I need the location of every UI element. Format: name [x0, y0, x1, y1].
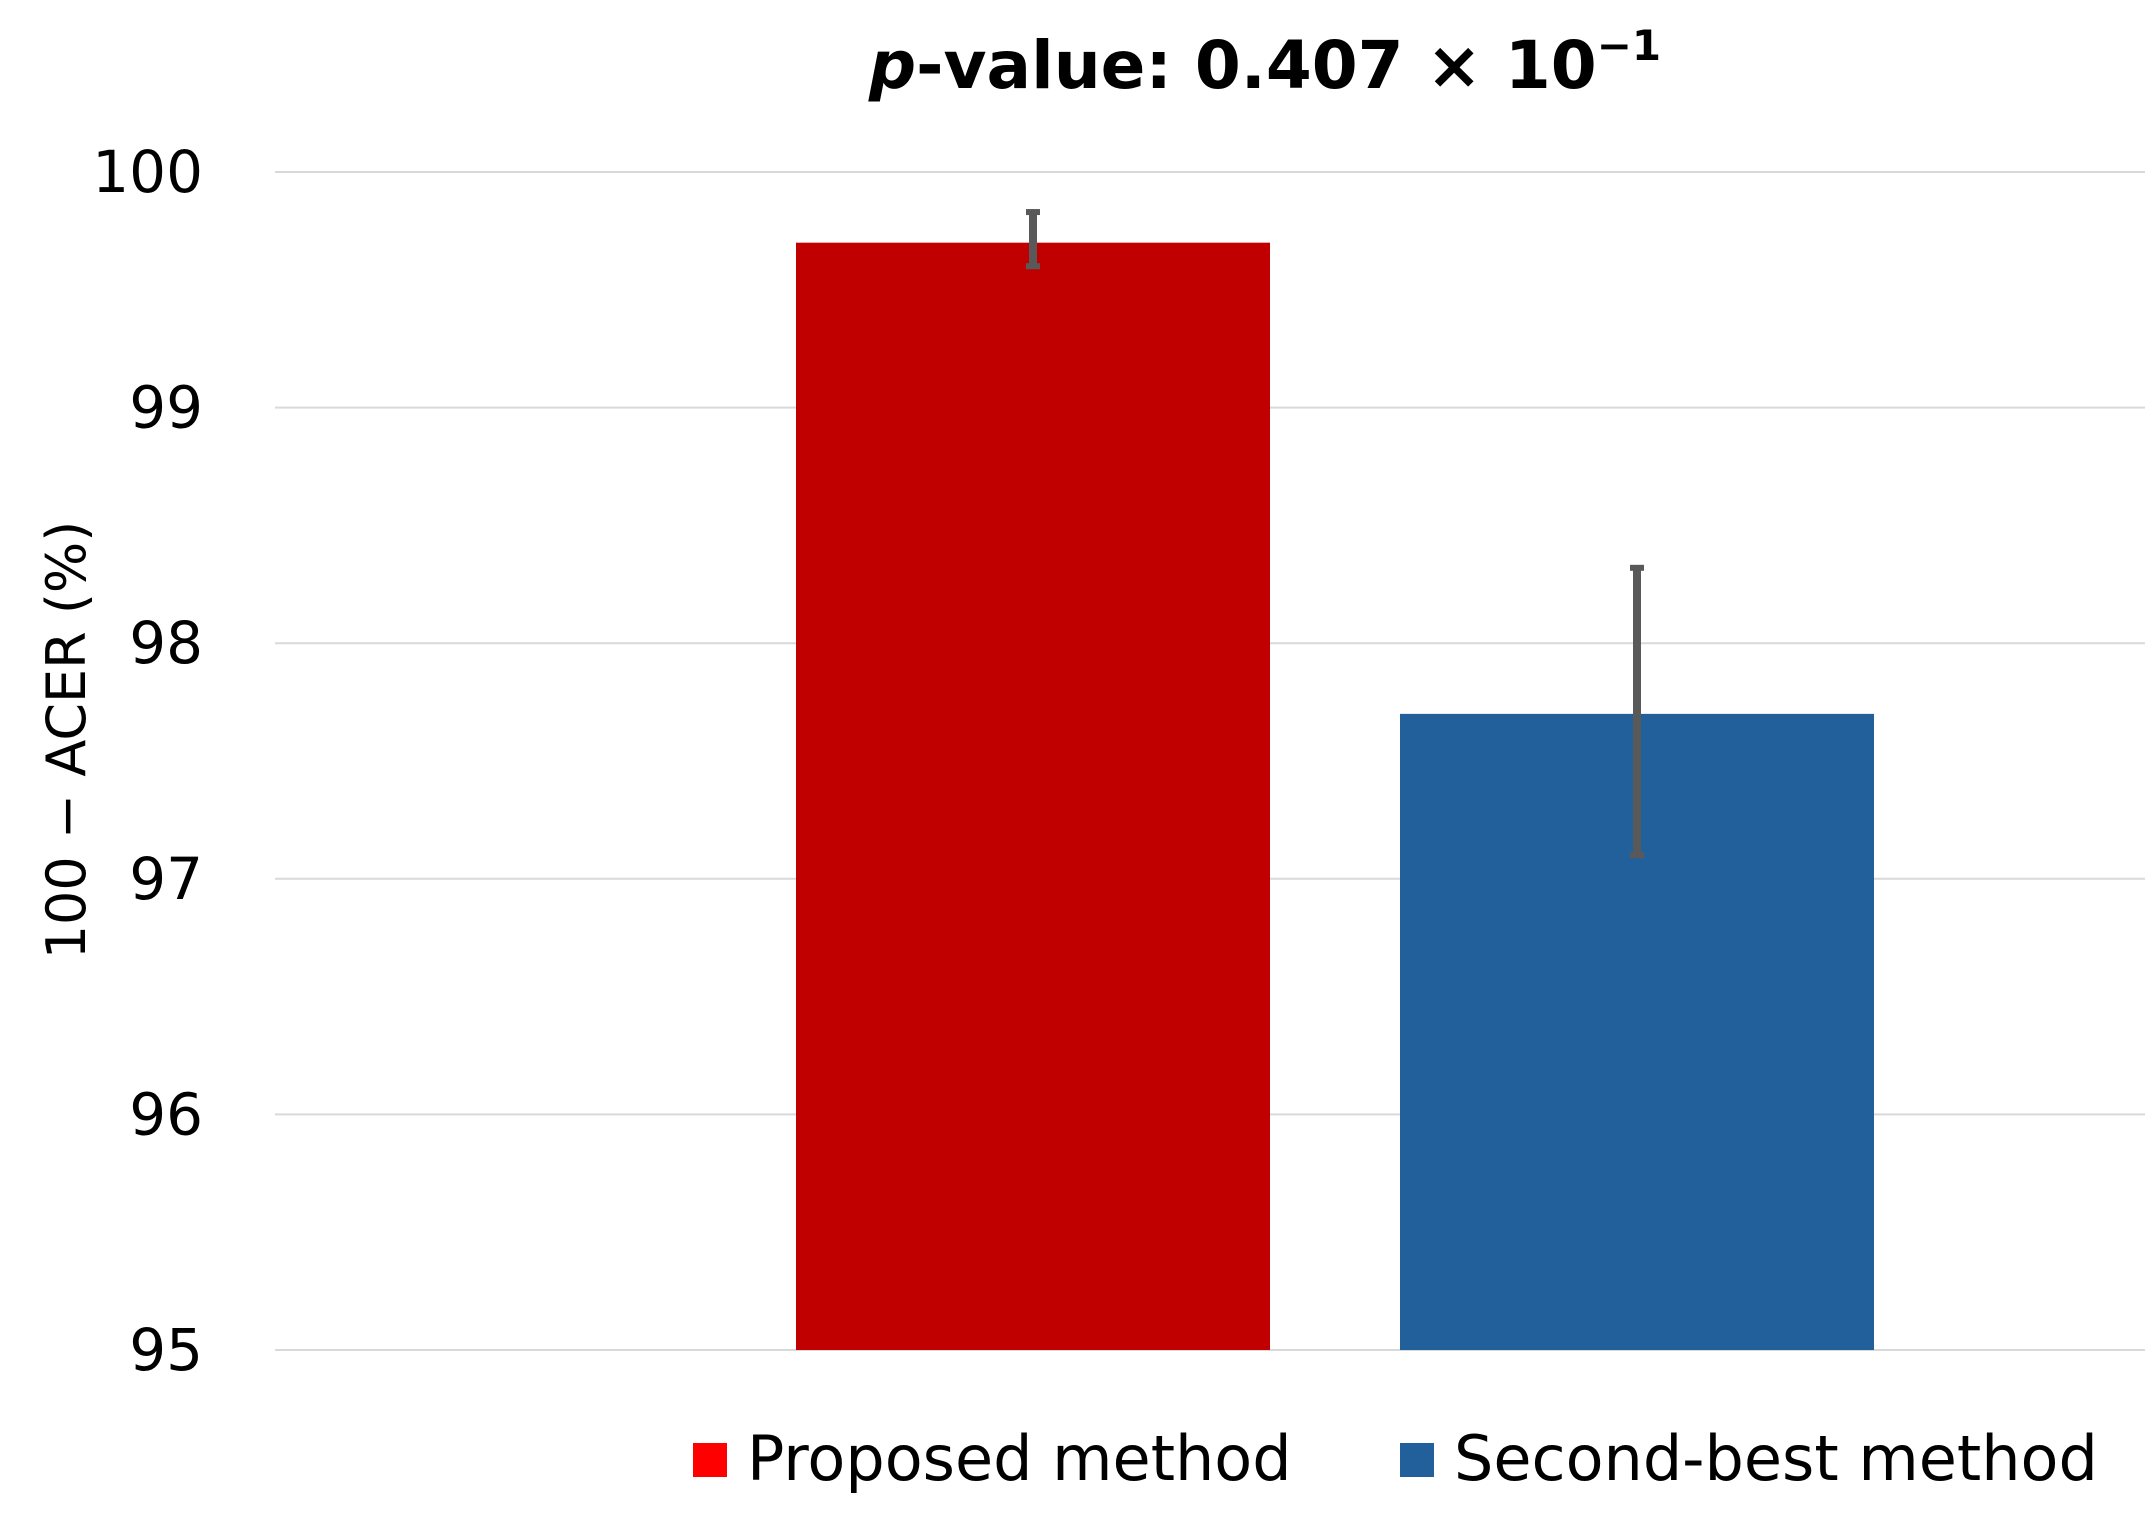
- title-text: -value: 0.407 × 10: [916, 27, 1597, 104]
- chart-title: p-value: 0.407 × 10−1: [868, 21, 1661, 104]
- bar-proposed-method: [796, 242, 1270, 1351]
- y-axis-ticks: 95 96 97 98 99 100: [92, 138, 203, 1384]
- legend-swatch: [1400, 1443, 1434, 1477]
- y-tick-label: 95: [129, 1316, 203, 1384]
- error-bars: [1026, 209, 1644, 859]
- legend-label: Proposed method: [747, 1422, 1292, 1495]
- legend-label: Second-best method: [1454, 1422, 2098, 1495]
- y-tick-label: 99: [129, 374, 203, 442]
- y-tick-label: 100: [92, 138, 203, 206]
- title-italic: p: [868, 27, 916, 104]
- y-tick-label: 98: [129, 609, 203, 677]
- title-superscript: −1: [1597, 21, 1661, 70]
- y-tick-label: 96: [129, 1080, 203, 1148]
- legend-swatch: [693, 1443, 727, 1477]
- y-tick-label: 97: [129, 845, 203, 913]
- y-axis-label: 100 − ACER (%): [35, 521, 98, 960]
- legend: Proposed method Second-best method: [693, 1422, 2098, 1495]
- bars: [796, 242, 1874, 1351]
